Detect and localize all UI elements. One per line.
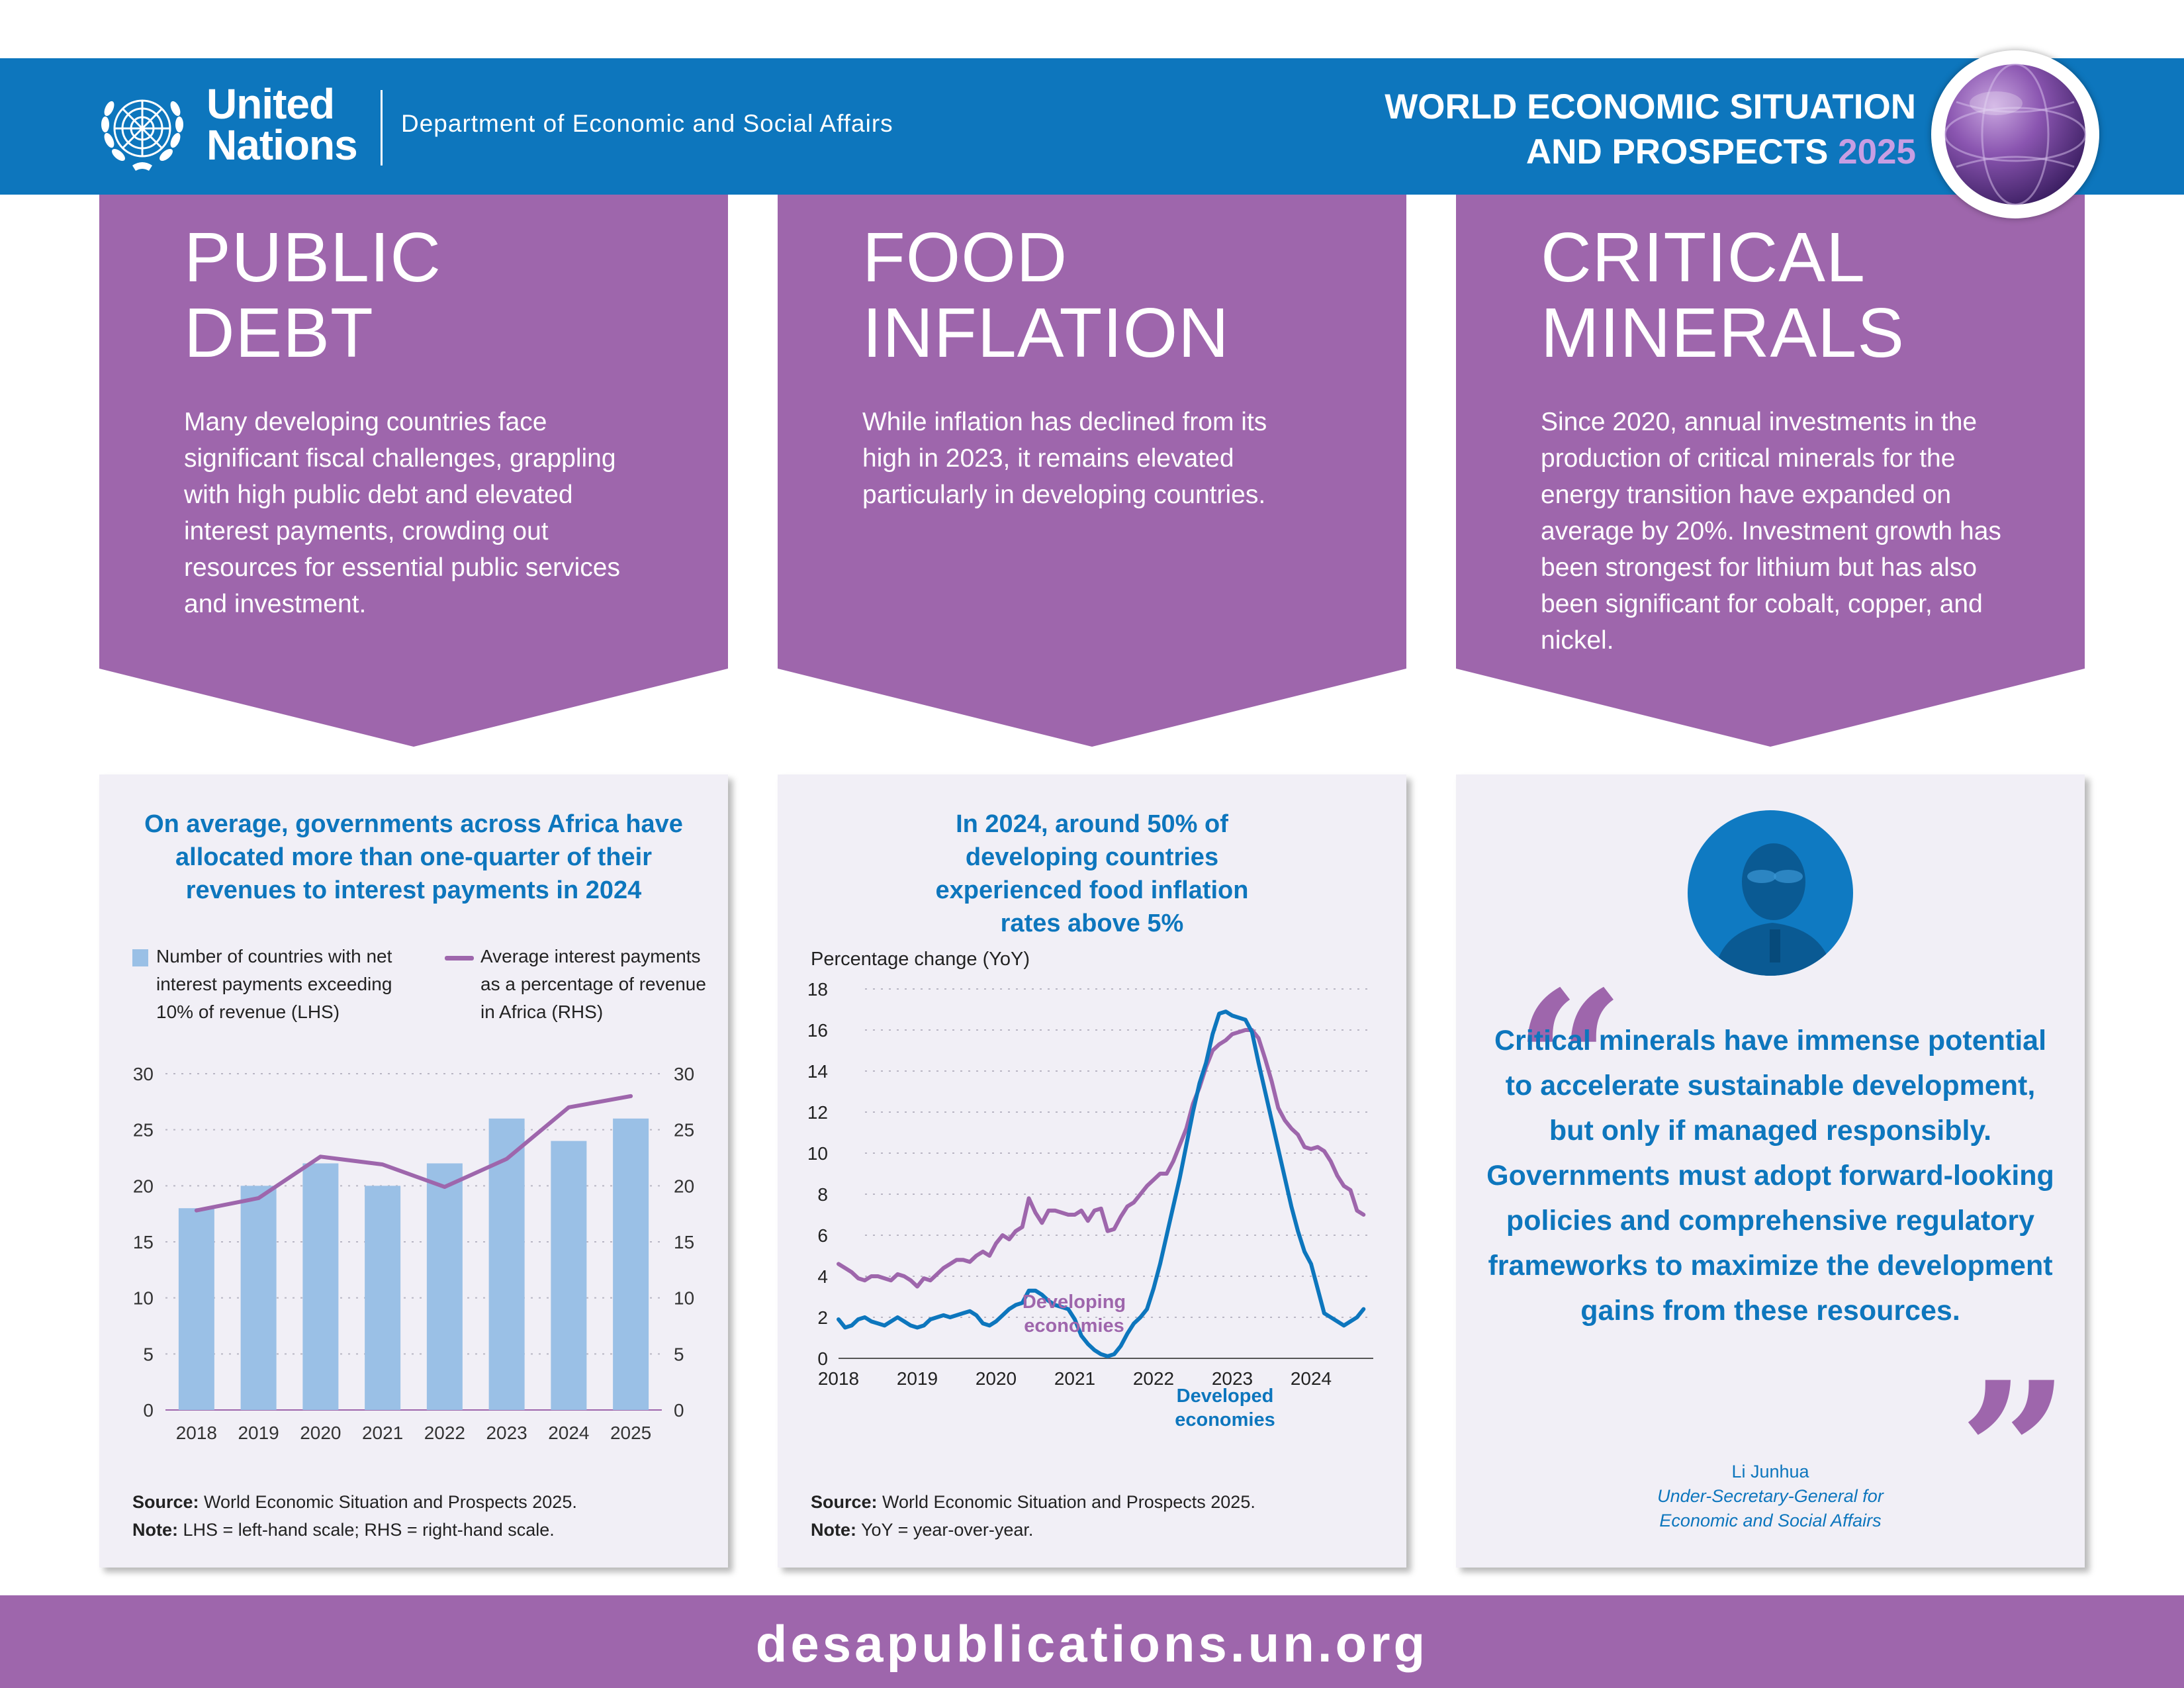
panel-text: Many developing countries face significa… <box>184 408 620 618</box>
y-tick-left: 15 <box>133 1232 154 1252</box>
y-tick-right: 30 <box>674 1064 694 1084</box>
panel-text: While inflation has declined from its hi… <box>862 408 1267 509</box>
x-tick: 2023 <box>1212 1368 1253 1389</box>
chart-source: Source: World Economic Situation and Pro… <box>132 1492 577 1540</box>
open-quote-icon: “ <box>1514 950 1625 1175</box>
x-tick: 2022 <box>1133 1368 1174 1389</box>
header-banner: United Nations Department of Economic an… <box>0 58 2184 195</box>
y-tick: 14 <box>807 1061 828 1082</box>
legend-bar-label: Number of countries with net interest pa… <box>156 946 392 1022</box>
person-icon <box>1714 843 1833 976</box>
x-tick: 2024 <box>548 1423 589 1443</box>
panel-text: Since 2020, annual investments in the pr… <box>1541 408 2001 655</box>
x-tick: 2019 <box>238 1423 279 1443</box>
x-tick: 2021 <box>362 1423 403 1443</box>
speaker-title: Under-Secretary-General for Economic and… <box>1657 1486 1884 1530</box>
legend-line-swatch <box>445 956 474 961</box>
y-tick: 8 <box>817 1184 828 1205</box>
chart-title: In 2024, around 50% of developing countr… <box>935 810 1249 937</box>
y-tick-left: 10 <box>133 1288 154 1309</box>
y-axis-label: Percentage change (YoY) <box>811 949 1030 970</box>
y-tick-left: 25 <box>133 1120 154 1141</box>
label-developing-economies: Developing <box>1023 1291 1126 1313</box>
inflation-chart: Percentage change (YoY) 0 2 4 6 8 10 12 14 16 18 2… <box>807 949 1373 1430</box>
un-emblem-icon <box>101 99 183 171</box>
bar <box>365 1186 401 1410</box>
label-developed-economies-2: economies <box>1175 1409 1275 1430</box>
card-public-debt-chart: On average, governments across Africa ha… <box>99 774 728 1568</box>
globe-icon <box>1944 63 2087 206</box>
x-tick: 2022 <box>424 1423 465 1443</box>
panel-title: CRITICAL MINERALS <box>1541 218 1905 372</box>
x-tick: 2019 <box>897 1368 938 1389</box>
x-tick: 2021 <box>1054 1368 1095 1389</box>
y-tick-right: 5 <box>674 1344 684 1364</box>
y-tick-left: 20 <box>133 1176 154 1196</box>
series-line <box>194 1094 633 1213</box>
x-tick: 2018 <box>818 1368 859 1389</box>
globe-badge <box>1931 50 2099 218</box>
bar <box>178 1208 214 1410</box>
panel-title: PUBLIC DEBT <box>184 218 441 372</box>
y-tick: 16 <box>807 1020 828 1041</box>
x-tick: 2023 <box>486 1423 527 1443</box>
report-title: WORLD ECONOMIC SITUATION AND PROSPECTS 2… <box>1385 87 1916 171</box>
close-quote-icon: ” <box>1959 1340 2070 1566</box>
label-developing-economies-2: economies <box>1024 1315 1124 1336</box>
y-tick: 12 <box>807 1102 828 1123</box>
chart-source: Source: World Economic Situation and Pro… <box>811 1492 1255 1540</box>
bar <box>551 1141 587 1410</box>
card-food-inflation-chart: In 2024, around 50% of developing countr… <box>778 774 1406 1568</box>
bar <box>426 1163 463 1410</box>
y-tick-left: 5 <box>143 1344 154 1364</box>
footer: desapublications.un.org <box>0 1595 2184 1688</box>
bar <box>488 1118 525 1410</box>
y-tick-right: 10 <box>674 1288 694 1309</box>
label-developed-economies: Developed <box>1177 1385 1274 1407</box>
panel-title: FOOD INFLATION <box>862 218 1230 372</box>
x-tick: 2020 <box>976 1368 1017 1389</box>
panel-public-debt: PUBLIC DEBT Many developing countries fac… <box>99 195 728 747</box>
bar <box>613 1118 649 1410</box>
un-wordmark: United Nations <box>206 80 358 169</box>
bar <box>302 1163 339 1410</box>
x-tick: 2020 <box>300 1423 341 1443</box>
y-tick-right: 25 <box>674 1120 694 1141</box>
report-year: 2025 <box>1838 132 1916 171</box>
y-tick: 10 <box>807 1143 828 1164</box>
y-tick: 4 <box>817 1266 828 1287</box>
x-tick: 2025 <box>610 1423 651 1443</box>
y-tick: 6 <box>817 1225 828 1246</box>
legend-line-label: Average interest payments as a percentag… <box>480 946 706 1022</box>
y-tick-right: 0 <box>674 1400 684 1421</box>
series-line <box>837 1009 1366 1358</box>
legend-bar-swatch <box>132 949 148 966</box>
panel-food-inflation: FOOD INFLATION While inflation has declin… <box>778 195 1406 747</box>
y-tick-left: 0 <box>143 1400 154 1421</box>
header-divider <box>381 90 383 165</box>
x-tick: 2024 <box>1291 1368 1332 1389</box>
quote-text: Critical minerals have immense potential… <box>1486 1025 2054 1327</box>
speaker-portrait <box>1688 810 1853 976</box>
chart-title: On average, governments across Africa ha… <box>144 810 683 904</box>
y-tick: 0 <box>817 1348 828 1369</box>
y-tick-left: 30 <box>133 1064 154 1084</box>
y-tick-right: 20 <box>674 1176 694 1196</box>
footer-url-link[interactable]: desapublications.un.org <box>755 1615 1429 1673</box>
y-tick: 2 <box>817 1307 828 1328</box>
series-line <box>837 1028 1366 1289</box>
x-tick: 2018 <box>176 1423 217 1443</box>
y-tick: 18 <box>807 979 828 1000</box>
panel-critical-minerals: CRITICAL MINERALS Since 2020, annual inve… <box>1456 195 2085 747</box>
department-name: Department of Economic and Social Affair… <box>401 110 893 137</box>
speaker-name: Li Junhua <box>1731 1462 1809 1481</box>
card-quote: “ Critical minerals have immense potenti… <box>1456 774 2085 1568</box>
y-tick-right: 15 <box>674 1232 694 1252</box>
bar <box>240 1186 277 1410</box>
